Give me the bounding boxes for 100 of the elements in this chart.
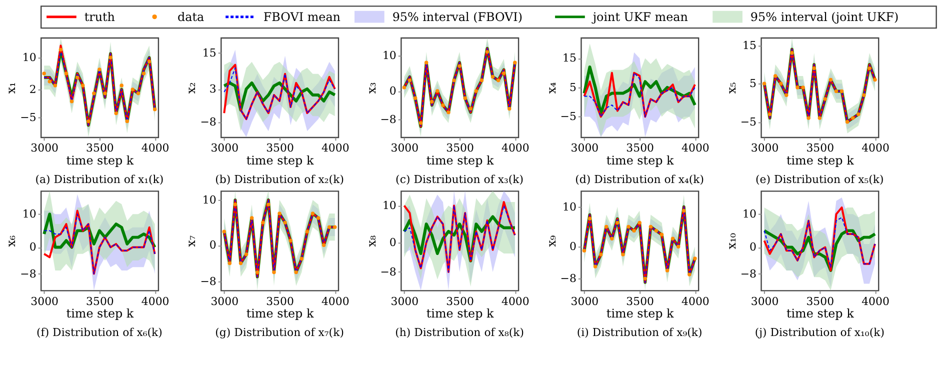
legend-label: 95% interval (joint UKF) — [750, 10, 899, 24]
point — [862, 93, 866, 97]
y-tick-label: 0 — [569, 240, 576, 254]
point — [474, 89, 478, 93]
point — [496, 78, 500, 82]
y-axis-title: x₉ — [544, 235, 558, 247]
point — [244, 252, 248, 256]
point — [48, 80, 52, 84]
y-tick-label: 15 — [202, 46, 216, 60]
point — [333, 225, 337, 229]
y-axis-title: x₂ — [184, 82, 198, 94]
legend-label: data — [177, 10, 204, 24]
point — [490, 74, 495, 79]
legend-label: FBOVI mean — [263, 10, 341, 24]
x-tick-label: 3000 — [210, 142, 239, 155]
point — [92, 92, 96, 96]
text: (e) Distribution of x₅(k) — [755, 172, 884, 186]
x-tick-label: 3000 — [570, 294, 599, 308]
point — [676, 244, 680, 248]
text: (j) Distribution of x₁₀(k) — [754, 326, 884, 340]
y-tick-label: 0 — [389, 236, 396, 249]
point — [261, 220, 265, 224]
point — [58, 48, 63, 52]
point — [238, 261, 243, 266]
text: (g) Distribution of x₇(k) — [215, 326, 344, 340]
x-tick-label: 3500 — [806, 294, 834, 308]
point — [856, 112, 860, 116]
x-tick-label: 3500 — [626, 142, 654, 155]
point — [834, 89, 838, 94]
text: (h) Distribution of x₈(k) — [395, 326, 524, 340]
point — [823, 97, 828, 101]
y-axis-title: x₆ — [4, 235, 18, 247]
text: (a) Distribution of x₁(k) — [35, 172, 164, 186]
line-series — [764, 216, 876, 268]
x-axis-title: time step k — [426, 306, 495, 321]
point — [310, 212, 315, 216]
x-tick-label: 3500 — [86, 294, 114, 308]
point — [670, 236, 675, 241]
point — [436, 89, 440, 93]
point — [402, 86, 406, 90]
point — [868, 66, 872, 70]
x-tick-label: 4000 — [862, 142, 890, 155]
y-axis-title: x₁ — [4, 82, 18, 94]
x-tick-label: 3000 — [30, 294, 59, 308]
point — [638, 220, 642, 225]
point — [468, 106, 472, 111]
point — [136, 92, 140, 96]
x-tick-label: 3000 — [570, 142, 599, 155]
y-tick-label: −8 — [200, 274, 216, 288]
x-axis-title: time step k — [606, 306, 675, 321]
x-tick-label: 3000 — [750, 142, 779, 155]
point — [452, 78, 456, 82]
y-axis-title: x₅ — [724, 82, 738, 94]
point — [845, 120, 850, 124]
y-tick-label: −8 — [20, 267, 36, 280]
point — [784, 93, 788, 97]
y-tick-label: 0 — [389, 84, 396, 98]
x-axis-title: time step k — [786, 306, 855, 321]
y-tick-label: −8 — [380, 112, 396, 126]
point — [288, 238, 292, 242]
point — [418, 121, 423, 125]
point — [256, 270, 260, 274]
point — [616, 220, 620, 225]
point — [621, 252, 625, 256]
y-tick-label: 10 — [562, 200, 576, 214]
point — [305, 230, 310, 234]
text: (i) Distribution of x₉(k) — [576, 326, 702, 340]
point — [272, 270, 276, 274]
point — [108, 56, 112, 60]
y-tick-label: −5 — [20, 110, 36, 124]
x-axis-title: time step k — [246, 306, 314, 321]
point — [588, 216, 592, 221]
y-tick-label: 2 — [29, 82, 36, 96]
text: (f) Distribution of x₆(k) — [36, 326, 162, 340]
point — [441, 103, 445, 108]
x-axis-title: time step k — [426, 154, 495, 168]
point — [513, 60, 517, 64]
y-tick-label: −8 — [740, 267, 757, 280]
point — [316, 216, 320, 220]
point — [654, 228, 658, 233]
point — [688, 272, 692, 276]
point — [327, 225, 332, 229]
point — [840, 89, 844, 94]
y-axis-title: x₈ — [364, 235, 378, 247]
x-tick-label: 4000 — [682, 142, 710, 155]
point — [610, 236, 614, 241]
point — [430, 100, 434, 104]
point — [250, 216, 254, 220]
y-tick-label: 5 — [569, 80, 576, 94]
point — [828, 78, 833, 82]
y-tick-label: 10 — [382, 199, 396, 212]
point — [120, 84, 124, 88]
point — [626, 224, 630, 229]
point — [294, 270, 298, 274]
point — [768, 112, 772, 116]
point — [266, 202, 270, 206]
point — [480, 78, 484, 82]
point — [818, 116, 822, 120]
point — [665, 268, 670, 272]
y-tick-label: 10 — [742, 208, 757, 221]
